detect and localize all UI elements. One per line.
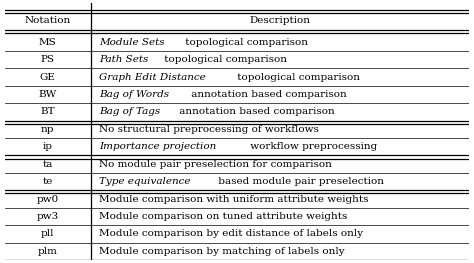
- Text: Path Sets: Path Sets: [99, 55, 148, 64]
- Text: Type equivalence: Type equivalence: [99, 177, 191, 186]
- Text: topological comparison: topological comparison: [182, 38, 308, 47]
- Text: Notation: Notation: [25, 16, 71, 25]
- Text: No module pair preselection for comparison: No module pair preselection for comparis…: [99, 160, 332, 169]
- Text: topological comparison: topological comparison: [234, 73, 360, 82]
- Text: MS: MS: [39, 38, 56, 47]
- Text: Bag of Tags: Bag of Tags: [99, 107, 160, 117]
- Text: Bag of Words: Bag of Words: [99, 90, 169, 99]
- Text: Module comparison on tuned attribute weights: Module comparison on tuned attribute wei…: [99, 212, 347, 221]
- Text: No structural preprocessing of workflows: No structural preprocessing of workflows: [99, 125, 319, 134]
- Text: based module pair preselection: based module pair preselection: [215, 177, 384, 186]
- Text: annotation based comparison: annotation based comparison: [188, 90, 346, 99]
- Text: GE: GE: [40, 73, 55, 82]
- Text: PS: PS: [41, 55, 55, 64]
- Text: Module comparison with uniform attribute weights: Module comparison with uniform attribute…: [99, 195, 369, 204]
- Text: BT: BT: [40, 107, 55, 117]
- Text: ta: ta: [43, 160, 53, 169]
- Text: topological comparison: topological comparison: [162, 55, 287, 64]
- Text: annotation based comparison: annotation based comparison: [176, 107, 335, 117]
- Text: Description: Description: [249, 16, 310, 25]
- Text: Graph Edit Distance: Graph Edit Distance: [99, 73, 206, 82]
- Text: pll: pll: [41, 229, 55, 238]
- Text: Importance projection: Importance projection: [99, 142, 216, 151]
- Text: Module comparison by matching of labels only: Module comparison by matching of labels …: [99, 247, 345, 256]
- Text: plm: plm: [38, 247, 58, 256]
- Text: Module Sets: Module Sets: [99, 38, 164, 47]
- Text: pw0: pw0: [36, 195, 59, 204]
- Text: np: np: [41, 125, 55, 134]
- Text: te: te: [43, 177, 53, 186]
- Text: Module comparison by edit distance of labels only: Module comparison by edit distance of la…: [99, 229, 363, 238]
- Text: pw3: pw3: [36, 212, 59, 221]
- Text: workflow preprocessing: workflow preprocessing: [247, 142, 378, 151]
- Text: ip: ip: [43, 142, 53, 151]
- Text: BW: BW: [38, 90, 57, 99]
